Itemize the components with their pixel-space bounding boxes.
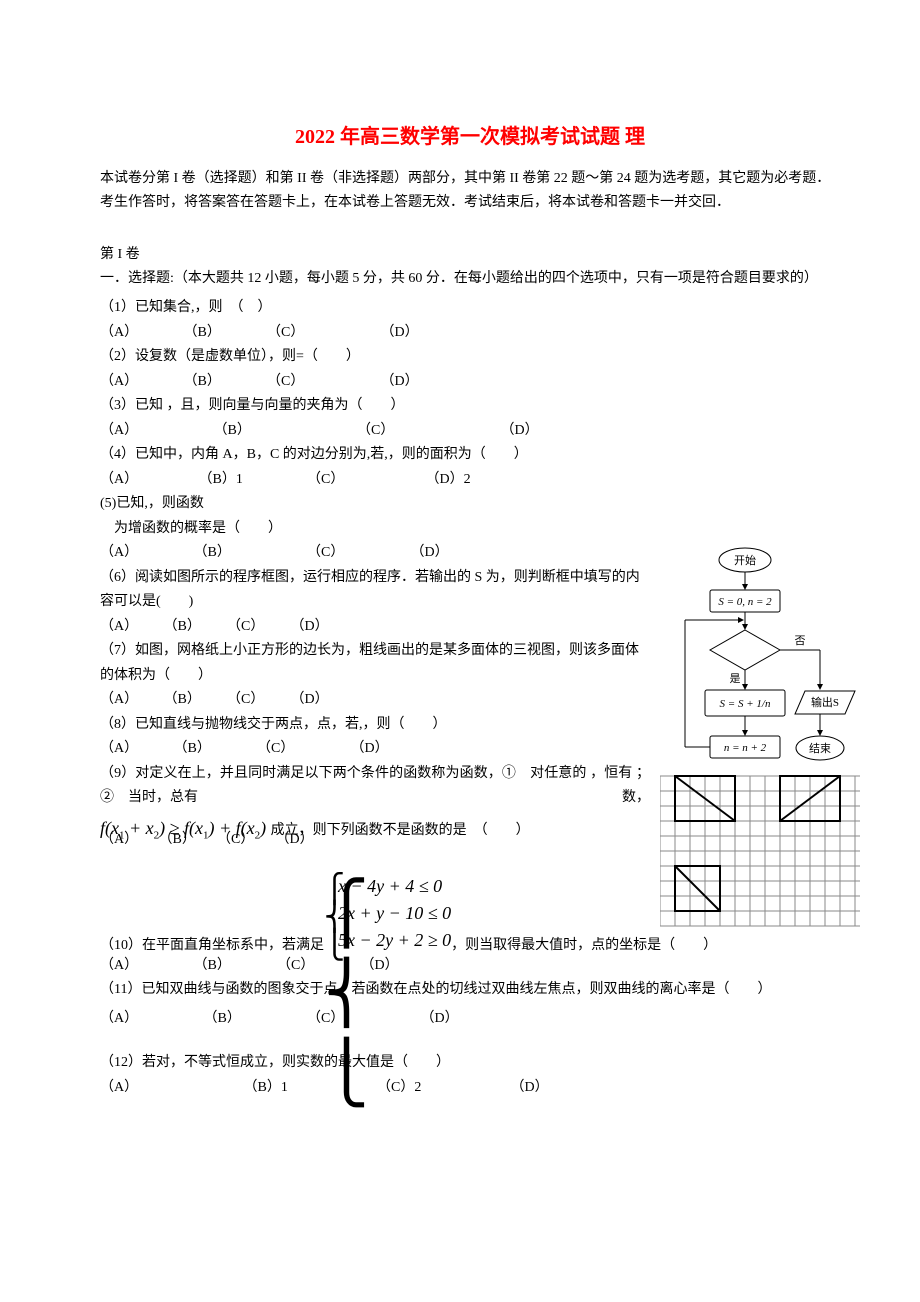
- q7-opt-d: （D）: [291, 688, 351, 713]
- q6-opt-a: （A）: [100, 615, 160, 640]
- q5-opt-b: （B）: [194, 541, 304, 566]
- q12-options: （A） （B）1 （C）2 （D）: [100, 1076, 840, 1101]
- q7-opt-b: （B）: [164, 688, 224, 713]
- q1-opt-c: （C）: [267, 321, 377, 346]
- q2-opt-c: （C）: [267, 370, 377, 395]
- q4-opt-a: （A）: [100, 468, 195, 493]
- questions-container: （1）已知集合,，则 （ ） （A） （B） （C） （D） （2）设复数（是虚…: [100, 296, 840, 1100]
- q1-opt-a: （A）: [100, 321, 180, 346]
- q12-opt-a: （A）: [100, 1076, 240, 1101]
- q5-stem-line1: (5)已知,，则函数: [100, 492, 840, 517]
- q3-opt-a: （A）: [100, 419, 210, 444]
- q10-pre: （10）在平面直角坐标系中，若满足: [100, 934, 324, 954]
- fc-yes: 是: [730, 672, 741, 685]
- part-label: 第 I 卷: [100, 243, 840, 263]
- q8-opt-a: （A）: [100, 737, 170, 762]
- fc-output: 输出S: [811, 695, 839, 709]
- q12-stem: （12）若对，不等式恒成立，则实数的最大值是（ ）: [100, 1051, 840, 1076]
- flowchart-svg: 开始 S = 0, n = 2 否 是 S = S + 1/n: [660, 546, 860, 986]
- fc-start: 开始: [734, 553, 756, 567]
- q11-opt-b: （B）: [204, 1007, 304, 1032]
- q2-opt-b: （B）: [184, 370, 264, 395]
- section-directions: 一．选择题:（本大题共 12 小题，每小题 5 分，共 60 分．在每小题给出的…: [100, 267, 840, 291]
- q6-opt-b: （B）: [164, 615, 224, 640]
- q11-opt-d: （D）: [421, 1007, 481, 1032]
- q2-stem: （2）设复数（是虚数单位），则=（ ）: [100, 345, 840, 370]
- q11-opt-a: （A）: [100, 1007, 200, 1032]
- q7-opt-a: （A）: [100, 688, 160, 713]
- q11-options: （A） （B） （C） （D）: [100, 1007, 840, 1032]
- q1-opt-d: （D）: [381, 321, 441, 346]
- flowchart-and-views: 开始 S = 0, n = 2 否 是 S = S + 1/n: [660, 546, 860, 991]
- q10-opt-d: （D）: [361, 954, 421, 979]
- q2-opt-d: （D）: [381, 370, 441, 395]
- q10-opt-b: （B）: [194, 954, 274, 979]
- q3-opt-c: （C）: [357, 419, 497, 444]
- q4-options: （A） （B）1 （C） （D）2: [100, 468, 840, 493]
- q2-options: （A） （B） （C） （D）: [100, 370, 840, 395]
- q1-opt-b: （B）: [184, 321, 264, 346]
- exam-title: 2022 年高三数学第一次模拟考试试题 理: [100, 120, 840, 149]
- q3-options: （A） （B） （C） （D）: [100, 419, 840, 444]
- q8-opt-c: （C）: [257, 737, 347, 762]
- q5-stem-line2: 为增函数的概率是（ ）: [100, 517, 840, 542]
- q7-opt-c: （C）: [227, 688, 287, 713]
- q12-opt-c: （C）2: [377, 1076, 507, 1101]
- q10-opt-a: （A）: [100, 954, 190, 979]
- q9-opt-b: （B）: [159, 828, 214, 853]
- q5-opt-d: （D）: [411, 541, 471, 566]
- q6-opt-d: （D）: [291, 615, 351, 640]
- fc-step: n = n + 2: [724, 742, 767, 754]
- q8-opt-d: （D）: [351, 737, 411, 762]
- q9-opt-d: （D）: [276, 828, 331, 853]
- q2-opt-a: （A）: [100, 370, 180, 395]
- q1-options: （A） （B） （C） （D）: [100, 321, 840, 346]
- q9-stem-text: （9）对定义在上，并且同时满足以下两个条件的函数称为函数，① 对任意的 ，恒有 …: [100, 766, 650, 806]
- q6-opt-c: （C）: [227, 615, 287, 640]
- exam-intro: 本试卷分第 I 卷（选择题）和第 II 卷（非选择题）两部分，其中第 II 卷第…: [100, 167, 840, 215]
- q12-opt-d: （D）: [511, 1076, 571, 1101]
- q4-opt-d: （D）2: [426, 468, 486, 493]
- q4-stem: （4）已知中，内角 A，B，C 的对边分别为,若,，则的面积为（ ）: [100, 443, 840, 468]
- fc-no: 否: [795, 635, 806, 647]
- fc-calc: S = S + 1/n: [720, 698, 771, 710]
- fc-init: S = 0, n = 2: [718, 596, 772, 608]
- q8-opt-b: （B）: [174, 737, 254, 762]
- q4-opt-b: （B）1: [199, 468, 304, 493]
- q1-stem: （1）已知集合,，则 （ ）: [100, 296, 840, 321]
- q5-opt-a: （A）: [100, 541, 190, 566]
- q3-stem: （3）已知 ，且，则向量与向量的夹角为（ ）: [100, 394, 840, 419]
- q9-opt-a: （A）: [100, 828, 155, 853]
- q3-opt-b: （B）: [214, 419, 354, 444]
- fc-end: 结束: [809, 742, 831, 755]
- q10-system: ⎧⎨⎩ ⎧ ⎨ ⎩ x − 4y + 4 ≤ 0 2x + y − 10 ≤ 0…: [324, 873, 451, 954]
- q5-opt-c: （C）: [307, 541, 407, 566]
- q4-opt-c: （C）: [307, 468, 422, 493]
- q9-opt-c: （C）: [217, 828, 272, 853]
- exam-page: 2022 年高三数学第一次模拟考试试题 理 本试卷分第 I 卷（选择题）和第 I…: [0, 0, 920, 1302]
- q3-opt-d: （D）: [501, 419, 561, 444]
